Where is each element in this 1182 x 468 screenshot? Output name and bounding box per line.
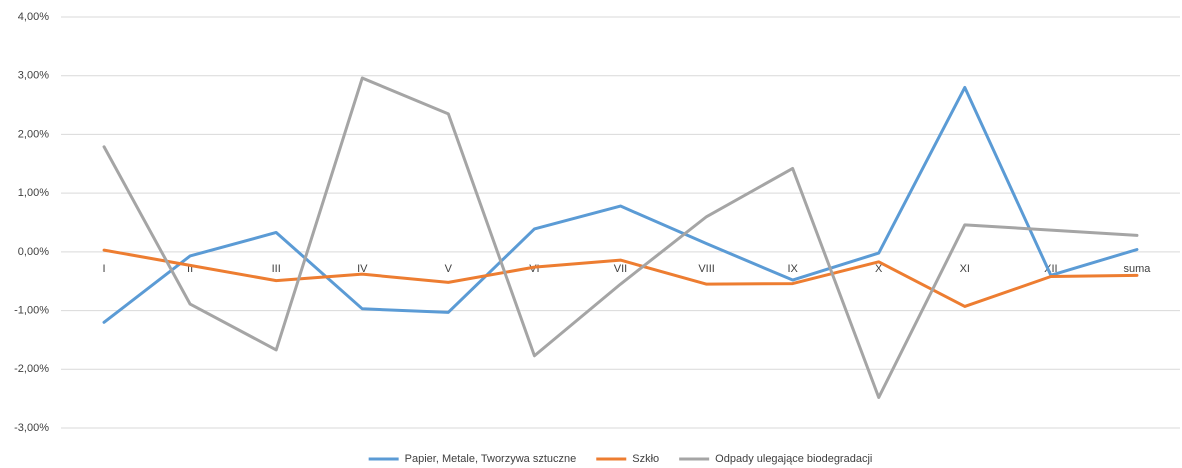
x-tick-label: XI [960, 263, 970, 275]
y-tick-label: 4,00% [18, 11, 49, 23]
x-tick-label: VI [529, 263, 539, 275]
legend-label: Szkło [632, 453, 659, 465]
x-tick-label: suma [1124, 263, 1152, 275]
series-line [102, 85, 1139, 324]
x-tick-label: IX [787, 263, 798, 275]
y-tick-label: 0,00% [18, 246, 49, 258]
x-tick-label: V [445, 263, 453, 275]
series-line [102, 248, 1139, 308]
x-tick-label: I [103, 263, 106, 275]
x-tick-label: VII [614, 263, 627, 275]
legend-label: Odpady ulegające biodegradacji [715, 453, 872, 465]
x-tick-label: VIII [698, 263, 715, 275]
x-tick-label: II [187, 263, 193, 275]
x-tick-label: III [272, 263, 281, 275]
y-tick-label: -3,00% [14, 422, 49, 434]
y-tick-label: -2,00% [14, 363, 49, 375]
series-line [102, 76, 1139, 399]
x-tick-label: X [875, 263, 883, 275]
y-tick-label: -1,00% [14, 304, 49, 316]
x-tick-label: IV [357, 263, 368, 275]
y-tick-label: 2,00% [18, 128, 49, 140]
y-tick-label: 1,00% [18, 187, 49, 199]
y-tick-label: 3,00% [18, 70, 49, 82]
legend-label: Papier, Metale, Tworzywa sztuczne [405, 453, 577, 465]
